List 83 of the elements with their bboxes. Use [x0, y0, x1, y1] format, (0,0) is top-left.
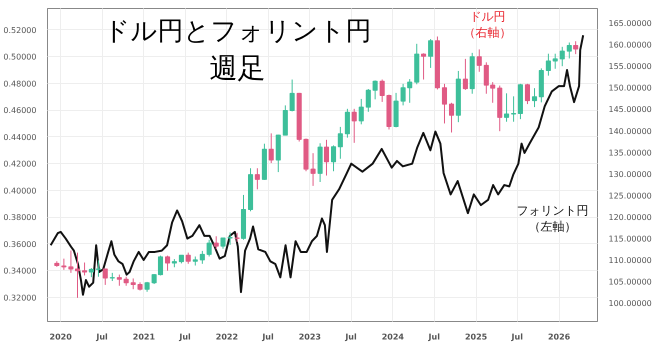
candlestick [144, 281, 150, 292]
candlestick [573, 40, 578, 55]
y2-tick-label: 135.00000 [608, 148, 652, 158]
y2-tick-label: 150.00000 [608, 84, 652, 93]
y2-tick-label: 145.00000 [608, 105, 652, 114]
candlestick [566, 42, 572, 59]
candlestick [324, 139, 330, 176]
x-tick-label: Jul [344, 332, 357, 342]
x-tick-label: 2020 [50, 332, 72, 342]
candlestick [234, 232, 240, 242]
y-tick-label: 0.44000 [3, 132, 37, 142]
y2-tick-label: 125.00000 [608, 191, 652, 200]
y2-tick-label: 120.00000 [608, 212, 652, 222]
candlestick [358, 98, 364, 125]
y-tick-label: 0.32000 [3, 293, 37, 302]
candlestick [88, 268, 94, 278]
y-tick-label: 0.34000 [3, 266, 37, 276]
x-tick-label: 2024 [382, 332, 404, 342]
x-tick-label: Jul [510, 332, 524, 342]
candlestick [220, 237, 226, 250]
candlestick [330, 144, 336, 172]
x-tick-label: Jul [95, 332, 108, 342]
y-tick-label: 0.52000 [3, 26, 37, 35]
candlestick [532, 88, 538, 108]
series-label: フォリント円 [516, 204, 588, 218]
candlestick [96, 260, 101, 278]
candlestick [254, 168, 260, 190]
candlestick [165, 255, 170, 272]
x-tick-label: 2022 [216, 332, 238, 342]
candlestick [102, 268, 108, 286]
annotation: （左軸） [528, 220, 576, 234]
y2-tick-label: 100.00000 [608, 298, 652, 308]
x-tick-label: 2021 [132, 332, 156, 342]
candlestick [421, 52, 426, 80]
x-tick-label: 2023 [298, 332, 322, 342]
candlestick [462, 58, 468, 90]
x-tick-label: Jul [428, 332, 440, 342]
y-tick-label: 0.48000 [3, 79, 37, 88]
candlestick [290, 79, 295, 112]
y2-tick-label: 160.00000 [608, 40, 652, 50]
y2-tick-label: 130.00000 [608, 170, 652, 179]
candlestick [448, 102, 454, 133]
candlestick [82, 262, 88, 276]
candlestick [442, 83, 448, 124]
candlestick [560, 46, 565, 67]
candlestick [546, 53, 551, 76]
y2-tick-label: 105.00000 [608, 277, 652, 286]
y-tick-label: 0.38000 [3, 213, 37, 222]
candlestick [192, 256, 198, 266]
candlestick [380, 79, 385, 102]
annotation: （右軸） [464, 26, 512, 40]
candlestick [344, 108, 350, 138]
y-tick-label: 0.36000 [3, 240, 37, 249]
y2-tick-label: 165.00000 [608, 19, 652, 28]
candlestick [352, 108, 357, 144]
x-tick-label: 2025 [464, 332, 488, 342]
x-tick-label: 2026 [548, 332, 571, 342]
candlestick [428, 38, 434, 68]
candlestick [228, 232, 233, 246]
candlestick [504, 92, 510, 122]
candlestick [511, 96, 516, 122]
y-tick-label: 0.50000 [3, 52, 37, 62]
y-tick-label: 0.40000 [3, 186, 37, 196]
candlestick [214, 236, 219, 250]
candlestick [552, 53, 558, 70]
y2-tick-label: 115.00000 [608, 234, 652, 244]
text: 週足 [210, 52, 266, 84]
candlestick [310, 152, 316, 186]
candlestick [61, 258, 66, 270]
candlestick [186, 252, 191, 264]
x-tick-label: Jul [261, 332, 274, 342]
y-tick-label: 0.46000 [3, 106, 37, 116]
candlestick [524, 83, 530, 105]
text: ドル円 [470, 10, 506, 24]
candlestick [476, 48, 482, 72]
candlestick [268, 132, 274, 164]
chart-title: ドル円とフォリント円 [104, 16, 372, 46]
candlestick [338, 126, 343, 160]
y2-tick-label: 110.00000 [608, 256, 652, 265]
x-tick-label: Jul [178, 332, 192, 342]
y2-tick-label: 140.00000 [608, 126, 652, 136]
y2-tick-label: 155.00000 [608, 62, 652, 72]
y-tick-label: 0.42000 [3, 160, 37, 169]
